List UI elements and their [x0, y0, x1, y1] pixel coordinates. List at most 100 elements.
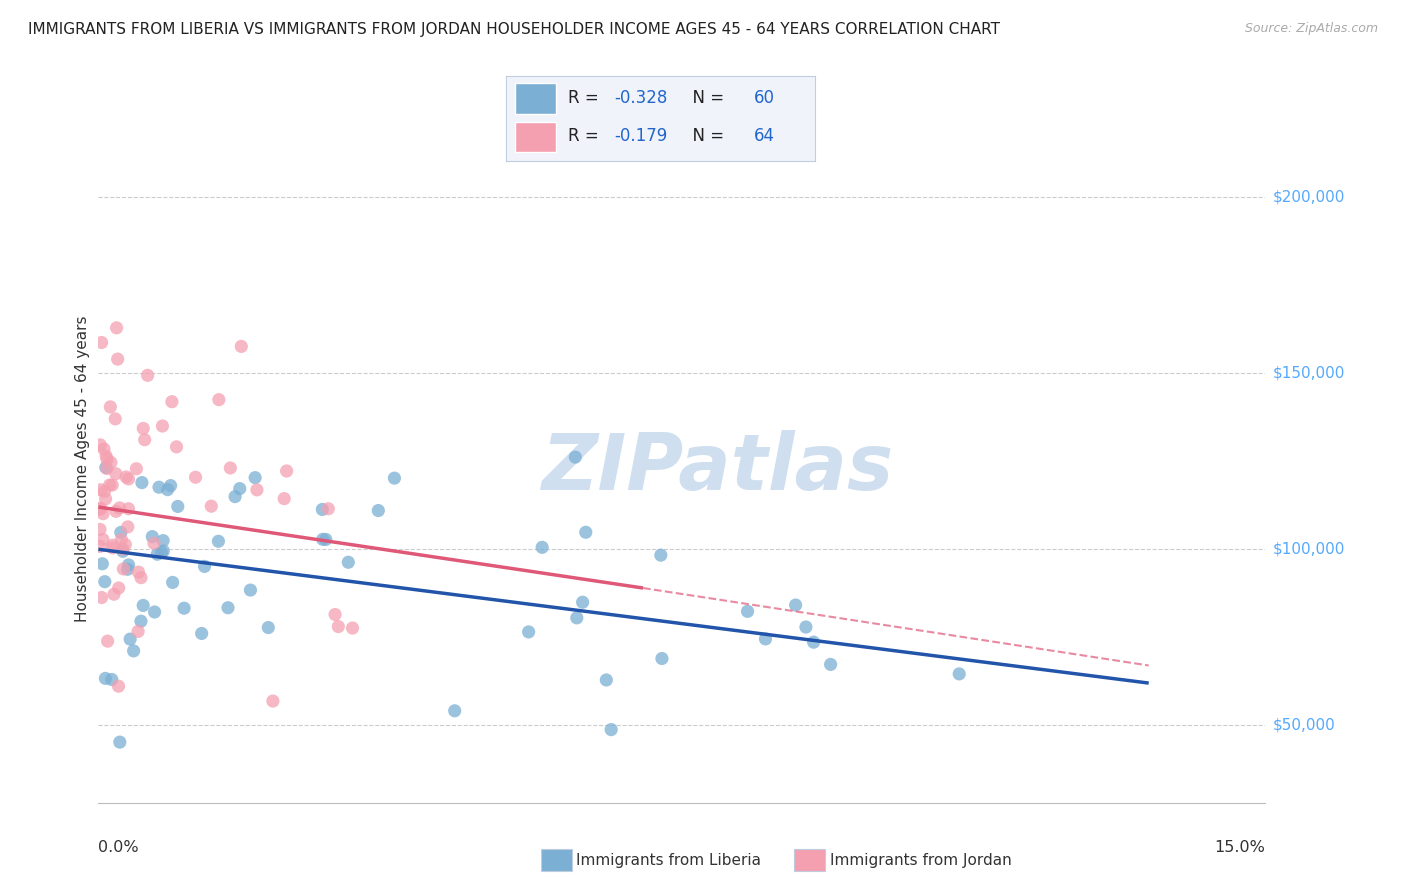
Point [311, 502, 333, 516]
Text: R =: R = [568, 89, 605, 107]
Point [160, 394, 183, 409]
Point [367, 503, 389, 517]
Point [166, 500, 188, 514]
Point [651, 651, 673, 665]
Point [159, 478, 181, 492]
Point [208, 392, 231, 407]
Point [103, 587, 125, 601]
Point [571, 595, 593, 609]
Point [146, 547, 169, 561]
Point [273, 491, 295, 506]
Point [337, 555, 360, 569]
Text: 15.0%: 15.0% [1215, 839, 1265, 855]
Point [156, 483, 179, 497]
Text: -0.328: -0.328 [614, 89, 668, 107]
Point [115, 470, 138, 484]
Point [257, 621, 280, 635]
Point [173, 601, 195, 615]
Point [318, 501, 340, 516]
Bar [516, 121, 555, 152]
Point [101, 541, 124, 555]
Text: 60: 60 [754, 89, 775, 107]
Point [117, 472, 139, 486]
Point [193, 559, 215, 574]
Point [224, 490, 246, 504]
Point [111, 544, 134, 558]
Point [94, 449, 117, 463]
Point [794, 620, 817, 634]
Point [229, 482, 252, 496]
Point [785, 598, 807, 612]
Point [89, 523, 111, 537]
Point [89, 438, 111, 452]
Point [132, 599, 155, 613]
Text: -0.179: -0.179 [614, 128, 668, 145]
Point [246, 483, 269, 497]
Point [104, 467, 127, 481]
Point [107, 352, 129, 367]
Point [107, 581, 129, 595]
Point [89, 502, 111, 516]
Point [143, 536, 166, 550]
Point [136, 368, 159, 383]
Point [239, 583, 262, 598]
Point [737, 604, 759, 618]
Point [89, 539, 111, 553]
Point [148, 480, 170, 494]
Point [117, 520, 139, 534]
Point [96, 461, 118, 475]
Point [90, 501, 112, 516]
Point [129, 571, 152, 585]
Y-axis label: Householder Income Ages 45 - 64 years: Householder Income Ages 45 - 64 years [75, 315, 90, 622]
Point [262, 694, 284, 708]
Text: Immigrants from Liberia: Immigrants from Liberia [576, 854, 762, 868]
Point [131, 475, 153, 490]
Point [531, 541, 554, 555]
Point [162, 575, 184, 590]
Point [117, 501, 139, 516]
Point [117, 558, 139, 572]
Point [166, 440, 188, 454]
Point [575, 525, 598, 540]
Text: R =: R = [568, 128, 605, 145]
Point [650, 548, 672, 562]
Point [207, 534, 229, 549]
Text: Immigrants from Jordan: Immigrants from Jordan [830, 854, 1011, 868]
Point [94, 460, 117, 475]
Point [112, 562, 135, 576]
Text: 0.0%: 0.0% [98, 839, 139, 855]
Text: N =: N = [682, 89, 730, 107]
Point [110, 525, 132, 540]
Point [125, 462, 148, 476]
Point [134, 433, 156, 447]
Point [108, 735, 131, 749]
Point [152, 544, 174, 558]
Point [600, 723, 623, 737]
Point [91, 533, 114, 547]
Point [94, 574, 117, 589]
Text: Source: ZipAtlas.com: Source: ZipAtlas.com [1244, 22, 1378, 36]
Point [120, 632, 142, 646]
Point [564, 450, 586, 464]
Point [90, 335, 112, 350]
Text: $100,000: $100,000 [1272, 541, 1344, 557]
Point [93, 484, 115, 499]
Point [100, 673, 122, 687]
Text: 64: 64 [754, 128, 775, 145]
Point [152, 419, 174, 434]
Point [127, 624, 149, 639]
Point [517, 624, 540, 639]
Point [105, 504, 128, 518]
Point [97, 634, 120, 648]
Point [276, 464, 298, 478]
Point [108, 500, 131, 515]
Point [122, 644, 145, 658]
Point [114, 537, 136, 551]
Point [111, 542, 134, 557]
Point [384, 471, 406, 485]
Point [105, 321, 128, 335]
Point [100, 455, 122, 469]
Point [110, 533, 132, 547]
Point [803, 635, 825, 649]
Point [200, 499, 222, 513]
